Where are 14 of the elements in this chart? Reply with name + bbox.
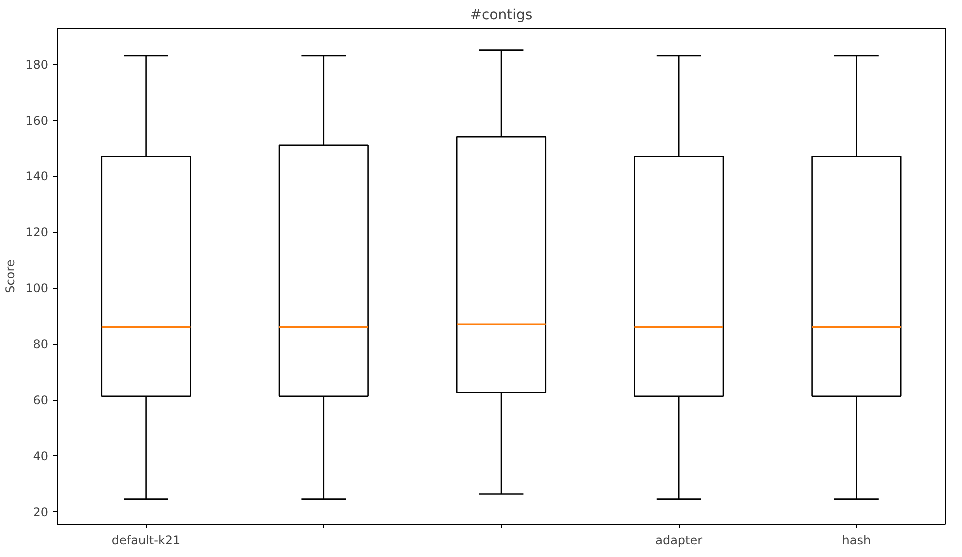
y-tick-label: 180 <box>26 58 48 72</box>
y-tick-label: 20 <box>33 505 49 520</box>
y-tick-label: 40 <box>33 449 49 464</box>
y-tick-label: 100 <box>26 282 48 296</box>
x-tick-label: hash <box>842 534 872 548</box>
chart-title: #contigs <box>470 8 533 24</box>
y-tick-label: 80 <box>33 338 49 352</box>
y-tick-label: 60 <box>33 394 49 408</box>
y-tick-label: 140 <box>26 170 48 184</box>
y-tick-label: 160 <box>26 114 48 128</box>
x-tick-label: adapter <box>656 534 703 548</box>
x-tick-label: default-k21 <box>112 534 181 548</box>
y-tick-label: 120 <box>26 226 48 240</box>
y-axis-title: Score <box>4 260 18 294</box>
